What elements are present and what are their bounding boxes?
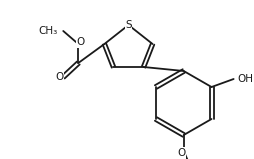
Text: CH₃: CH₃ <box>38 26 57 36</box>
Text: S: S <box>125 20 131 30</box>
Text: O: O <box>177 148 185 158</box>
Text: O: O <box>76 37 84 47</box>
Text: OH: OH <box>237 74 253 84</box>
Text: O: O <box>55 72 63 82</box>
